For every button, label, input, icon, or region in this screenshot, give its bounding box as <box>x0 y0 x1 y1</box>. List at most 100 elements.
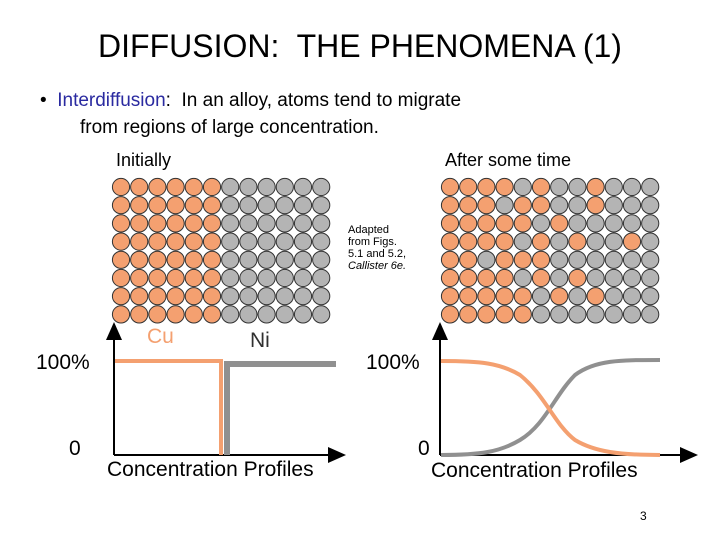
after-ni-atom <box>641 232 660 251</box>
initial-cu-atom <box>166 287 185 306</box>
after-cu-atom <box>440 305 460 324</box>
after-ni-atom <box>641 268 660 288</box>
initial-cu-atom <box>202 214 222 233</box>
after-ni-atom <box>586 250 605 269</box>
after-ni-atom <box>568 287 587 306</box>
initial-cu-atom <box>130 287 149 306</box>
bullet-line-1: • Interdiffusion: In an alloy, atoms ten… <box>40 90 461 112</box>
after-cu-atom <box>586 287 605 306</box>
after-ni-atom <box>550 305 569 324</box>
caption-line-2: from Figs. <box>348 236 397 248</box>
after-cu-atom <box>459 250 478 269</box>
initial-ni-atom <box>275 177 294 197</box>
initial-cu-atom <box>148 214 167 233</box>
after-ni-atom <box>622 305 642 324</box>
initial-ni-atom <box>239 287 258 306</box>
after-ni-atom <box>604 268 623 288</box>
after-cu-atom <box>459 232 478 251</box>
initial-cu-atom <box>202 268 222 288</box>
graph-after-y-bottom-label: 0 <box>418 437 430 460</box>
initial-cu-atom <box>148 305 167 324</box>
graph-after-y-top-label: 100% <box>366 351 420 374</box>
initial-cu-atom <box>130 214 149 233</box>
initial-ni-atom <box>293 250 313 269</box>
initial-cu-atom <box>130 177 149 197</box>
after-ni-atom <box>622 268 642 288</box>
after-ni-atom <box>604 250 623 269</box>
after-cu-atom <box>531 232 551 251</box>
after-cu-atom <box>459 177 478 197</box>
initial-cu-atom <box>111 196 131 215</box>
initial-cu-atom <box>202 177 222 197</box>
initial-cu-atom <box>148 287 167 306</box>
after-cu-atom <box>459 214 478 233</box>
initial-cu-atom <box>184 214 203 233</box>
cu-profile-after <box>440 359 661 457</box>
after-ni-atom <box>604 177 623 197</box>
after-cu-atom <box>531 196 551 215</box>
after-cu-atom <box>477 268 496 288</box>
initial-cu-atom <box>111 214 131 233</box>
after-cu-atom <box>495 214 514 233</box>
after-ni-atom <box>622 287 642 306</box>
after-ni-atom <box>568 305 587 324</box>
after-cu-atom <box>622 232 642 251</box>
after-cu-atom <box>586 196 605 215</box>
after-ni-atom <box>604 196 623 215</box>
initial-ni-atom <box>239 305 258 324</box>
initial-cu-atom <box>148 232 167 251</box>
after-ni-atom <box>550 250 569 269</box>
caption-line-4: Callister 6e. <box>348 260 407 272</box>
initial-ni-atom <box>221 177 240 197</box>
initial-ni-atom <box>239 250 258 269</box>
initial-ni-atom <box>275 250 294 269</box>
after-cu-atom <box>513 196 532 215</box>
initial-ni-atom <box>221 268 240 288</box>
slide-title: DIFFUSION: THE PHENOMENA (1) <box>98 28 622 64</box>
after-cu-atom <box>477 177 496 197</box>
initial-cu-atom <box>184 232 203 251</box>
after-ni-atom <box>550 177 569 197</box>
after-cu-atom <box>550 214 569 233</box>
initial-ni-atom <box>312 250 331 269</box>
initial-ni-atom <box>275 196 294 215</box>
initial-ni-atom <box>221 196 240 215</box>
after-ni-atom <box>604 287 623 306</box>
after-ni-atom <box>568 214 587 233</box>
after-ni-atom <box>622 250 642 269</box>
after-cu-atom <box>550 287 569 306</box>
initial-ni-atom <box>239 268 258 288</box>
graph-initial-y-top-label: 100% <box>36 351 90 374</box>
initial-ni-atom <box>293 268 313 288</box>
initial-ni-atom <box>239 177 258 197</box>
initial-ni-atom <box>275 268 294 288</box>
initial-cu-atom <box>148 196 167 215</box>
initial-cu-atom <box>148 250 167 269</box>
initial-cu-atom <box>111 305 131 324</box>
after-ni-atom <box>550 196 569 215</box>
after-cu-atom <box>495 177 514 197</box>
initial-cu-atom <box>130 232 149 251</box>
cu-profile-initial <box>115 359 223 455</box>
after-ni-atom <box>586 305 605 324</box>
initial-cu-atom <box>184 250 203 269</box>
graph-after-x-label: Concentration Profiles <box>431 459 638 482</box>
after-ni-atom <box>641 305 660 324</box>
initial-ni-atom <box>293 177 313 197</box>
after-cu-atom <box>440 250 460 269</box>
after-cu-atom <box>459 305 478 324</box>
after-cu-atom <box>477 232 496 251</box>
after-cu-atom <box>495 232 514 251</box>
after-ni-atom <box>604 232 623 251</box>
initial-ni-atom <box>257 287 276 306</box>
after-cu-atom <box>440 177 460 197</box>
after-ni-atom <box>513 177 532 197</box>
after-ni-atom <box>641 287 660 306</box>
graph-after: 100% 0 Concentration Profiles <box>366 322 698 482</box>
after-ni-atom <box>586 268 605 288</box>
after-cu-atom <box>513 250 532 269</box>
after-cu-atom <box>459 268 478 288</box>
initial-cu-atom <box>148 268 167 288</box>
caption-line-3: 5.1 and 5.2, <box>348 248 407 260</box>
after-ni-atom <box>531 214 551 233</box>
